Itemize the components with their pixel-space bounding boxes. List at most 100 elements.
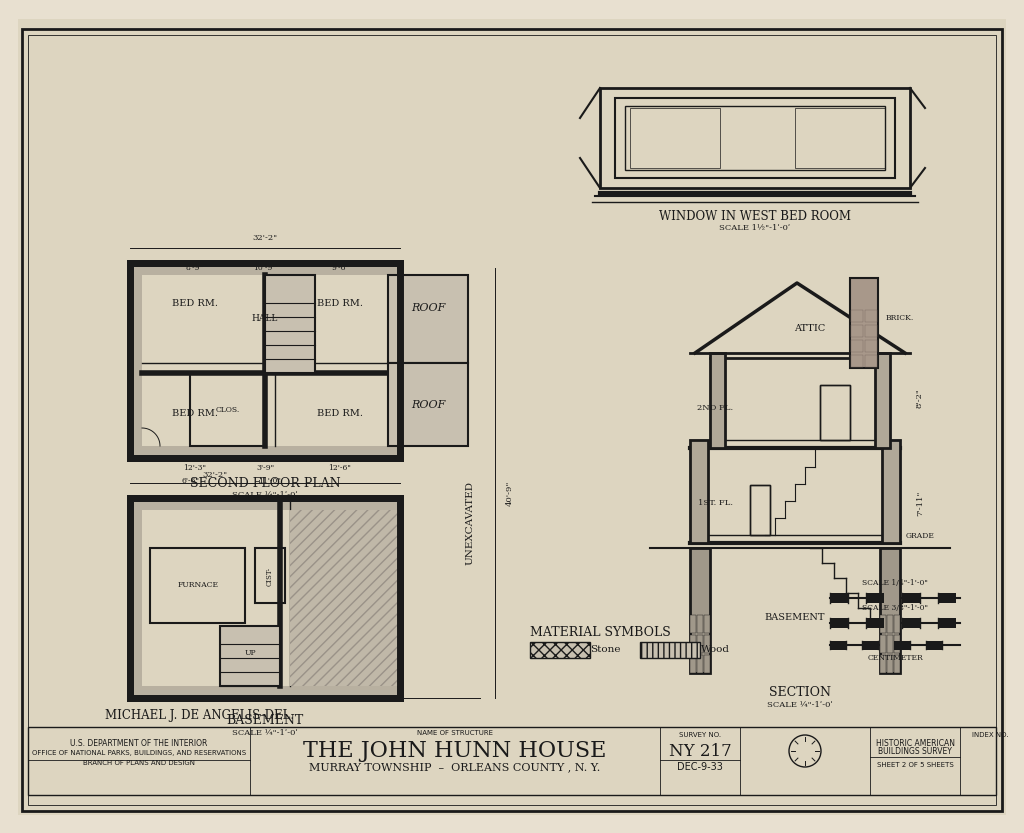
- Bar: [697, 655, 703, 673]
- Bar: [130, 498, 400, 698]
- Bar: [880, 615, 886, 633]
- Text: NAME OF STRUCTURE: NAME OF STRUCTURE: [417, 730, 493, 736]
- Bar: [894, 655, 900, 673]
- Bar: [894, 641, 910, 650]
- Text: SECOND FLOOR PLAN: SECOND FLOOR PLAN: [189, 476, 340, 490]
- Text: 8'-9": 8'-9": [186, 264, 204, 272]
- Text: 1ST. FL.: 1ST. FL.: [697, 499, 732, 507]
- Text: ATTIC: ATTIC: [795, 323, 825, 332]
- Bar: [142, 510, 388, 686]
- Text: SCALE 1/4"-1'-0": SCALE 1/4"-1'-0": [862, 579, 928, 587]
- Bar: [705, 655, 710, 673]
- Text: Stone: Stone: [590, 646, 621, 655]
- Bar: [600, 88, 910, 188]
- Text: 2ND FL.: 2ND FL.: [697, 404, 733, 412]
- Bar: [866, 593, 884, 603]
- Text: 7'-11": 7'-11": [916, 491, 924, 516]
- Bar: [938, 618, 956, 628]
- Text: BASEMENT: BASEMENT: [765, 613, 825, 622]
- Bar: [697, 635, 703, 653]
- Bar: [220, 626, 280, 686]
- Bar: [388, 275, 468, 363]
- Bar: [710, 353, 725, 448]
- Text: UP: UP: [244, 649, 256, 657]
- Text: HALL: HALL: [252, 313, 279, 322]
- Bar: [142, 275, 388, 446]
- Text: MATERIAL SYMBOLS: MATERIAL SYMBOLS: [529, 626, 671, 640]
- Text: BUILDINGS SURVEY: BUILDINGS SURVEY: [878, 747, 952, 756]
- Bar: [926, 641, 942, 650]
- Bar: [851, 310, 863, 322]
- Text: SCALE ¼"-1ʹ-0ʹ: SCALE ¼"-1ʹ-0ʹ: [232, 729, 298, 737]
- Text: 40'-9": 40'-9": [506, 481, 514, 506]
- Text: CIST-: CIST-: [266, 566, 274, 586]
- Text: 9'-6": 9'-6": [331, 264, 349, 272]
- Bar: [830, 641, 846, 650]
- Text: SECTION: SECTION: [769, 686, 831, 700]
- Bar: [865, 325, 877, 337]
- Bar: [820, 385, 850, 440]
- Bar: [290, 510, 400, 686]
- Text: SCALE 1½"-1ʹ-0ʹ: SCALE 1½"-1ʹ-0ʹ: [720, 224, 791, 232]
- Text: 3'-9": 3'-9": [256, 464, 274, 472]
- Text: FURNACE: FURNACE: [177, 581, 218, 589]
- Text: DEC-9-33: DEC-9-33: [677, 762, 723, 772]
- Text: OFFICE OF NATIONAL PARKS, BUILDINGS, AND RESERVATIONS: OFFICE OF NATIONAL PARKS, BUILDINGS, AND…: [32, 750, 246, 756]
- Bar: [388, 363, 468, 446]
- Text: BED RM.: BED RM.: [172, 298, 218, 307]
- Bar: [820, 385, 850, 440]
- Text: U.S. DEPARTMENT OF THE INTERIOR: U.S. DEPARTMENT OF THE INTERIOR: [71, 739, 208, 747]
- Bar: [625, 106, 885, 170]
- Text: MURRAY TOWNSHIP  –  ORLEANS COUNTY , N. Y.: MURRAY TOWNSHIP – ORLEANS COUNTY , N. Y.: [309, 762, 601, 772]
- Bar: [690, 548, 710, 673]
- Bar: [851, 340, 863, 352]
- Text: WINDOW IN WEST BED ROOM: WINDOW IN WEST BED ROOM: [659, 210, 851, 222]
- Bar: [615, 98, 895, 178]
- Text: SHEET 2 OF 5 SHEETS: SHEET 2 OF 5 SHEETS: [877, 762, 953, 768]
- Text: BRANCH OF PLANS AND DESIGN: BRANCH OF PLANS AND DESIGN: [83, 760, 195, 766]
- Bar: [865, 340, 877, 352]
- Bar: [705, 615, 710, 633]
- Text: 8'-2": 8'-2": [916, 388, 924, 408]
- Text: Wood: Wood: [700, 646, 729, 655]
- Bar: [880, 635, 886, 653]
- Bar: [851, 325, 863, 337]
- Text: BASEMENT: BASEMENT: [226, 715, 304, 727]
- Bar: [902, 593, 920, 603]
- Text: UNEXCAVATED: UNEXCAVATED: [466, 481, 474, 565]
- Bar: [690, 635, 696, 653]
- Bar: [750, 485, 770, 535]
- Bar: [882, 440, 900, 543]
- Text: 12'-6": 12'-6": [329, 464, 351, 472]
- Text: INDEX NO.: INDEX NO.: [972, 732, 1009, 738]
- Bar: [130, 263, 400, 458]
- Text: HISTORIC AMERICAN: HISTORIC AMERICAN: [876, 739, 954, 747]
- Text: GRADE: GRADE: [905, 532, 935, 540]
- Text: 32'-2": 32'-2": [203, 471, 227, 479]
- Bar: [862, 641, 878, 650]
- Text: 6'-6": 6'-6": [181, 477, 199, 485]
- Bar: [640, 642, 700, 658]
- Bar: [830, 593, 848, 603]
- Text: BED RM.: BED RM.: [317, 298, 362, 307]
- Text: SCALE ¼"-1ʹ-0ʹ: SCALE ¼"-1ʹ-0ʹ: [232, 491, 298, 499]
- Bar: [265, 275, 315, 373]
- Text: BRICK.: BRICK.: [886, 314, 914, 322]
- Bar: [697, 615, 703, 633]
- Text: CENTIMETER: CENTIMETER: [867, 654, 923, 662]
- Text: THE JOHN HUNN HOUSE: THE JOHN HUNN HOUSE: [303, 740, 606, 762]
- Text: MICHAEL J. DE ANGELIS-DEL.: MICHAEL J. DE ANGELIS-DEL.: [105, 709, 295, 721]
- Text: NY 217: NY 217: [669, 742, 731, 760]
- Text: CLOS.: CLOS.: [216, 406, 240, 414]
- Text: 10'-9": 10'-9": [254, 264, 276, 272]
- Text: 12'-3": 12'-3": [183, 464, 207, 472]
- Text: BED RM.: BED RM.: [317, 408, 362, 417]
- Bar: [880, 548, 900, 673]
- Text: SCALE 3/8"-1'-0": SCALE 3/8"-1'-0": [862, 604, 928, 612]
- Bar: [150, 548, 245, 623]
- Text: BED RM.: BED RM.: [172, 408, 218, 417]
- Bar: [887, 615, 893, 633]
- Bar: [795, 108, 885, 168]
- Text: ROOF: ROOF: [411, 303, 445, 313]
- Bar: [887, 635, 893, 653]
